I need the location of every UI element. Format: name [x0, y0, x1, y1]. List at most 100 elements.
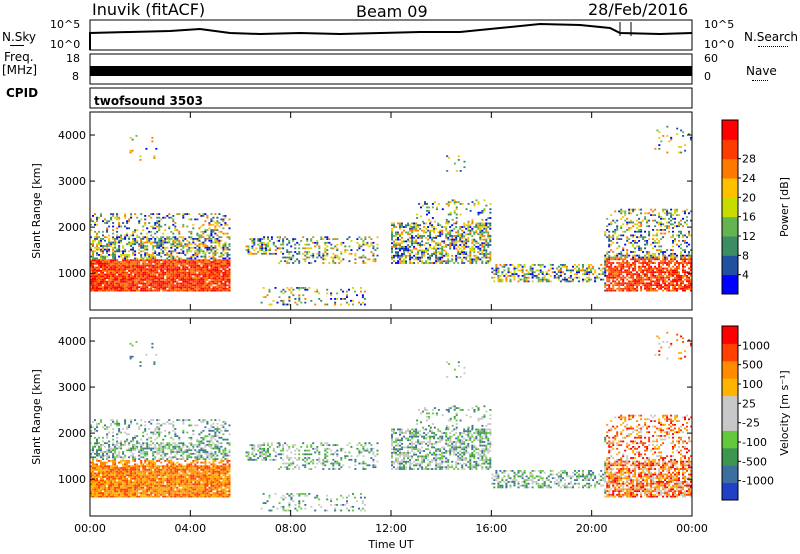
echo-cell [126, 479, 129, 482]
echo-cell [112, 232, 115, 235]
echo-cell [634, 234, 637, 237]
echo-cell [124, 483, 127, 485]
echo-cell [94, 493, 96, 496]
echo-cell [348, 260, 351, 263]
echo-cell [686, 236, 688, 239]
echo-cell [632, 208, 635, 211]
echo-cell [94, 467, 96, 469]
echo-cell [98, 284, 100, 287]
echo-cell [154, 238, 157, 240]
echo-cell [680, 254, 682, 257]
echo-cell [441, 208, 444, 211]
echo-cell [610, 214, 613, 216]
echo-cell [435, 253, 438, 255]
echo-cell [180, 286, 183, 288]
echo-cell [658, 223, 661, 226]
echo-cell [606, 269, 609, 272]
echo-cell [174, 229, 177, 231]
echo-cell [128, 241, 131, 244]
echo-cell [676, 260, 678, 263]
echo-cell [391, 262, 393, 264]
echo-cell [658, 245, 661, 248]
echo-cell [308, 247, 311, 250]
echo-cell [166, 254, 169, 256]
echo-cell [594, 269, 597, 272]
echo-cell [216, 273, 219, 276]
echo-cell [682, 234, 684, 237]
echo-cell [136, 486, 139, 489]
echo-cell [138, 236, 141, 239]
echo-cell [497, 275, 500, 277]
echo-cell [132, 287, 135, 290]
echo-cell [658, 254, 661, 257]
echo-cell [423, 229, 426, 232]
echo-cell [98, 236, 100, 239]
echo-cell [94, 485, 96, 487]
echo-cell [158, 229, 161, 231]
echo-cell [569, 269, 572, 272]
echo-cell [531, 280, 534, 283]
echo-cell [172, 218, 175, 221]
echo-cell [686, 241, 688, 244]
echo-cell [324, 241, 327, 244]
echo-cell [616, 287, 619, 290]
echo-cell [102, 287, 104, 290]
echo-cell [190, 284, 193, 287]
echo-cell [218, 243, 221, 246]
echo-cell [572, 278, 574, 281]
echo-cell [124, 257, 127, 260]
echo-cell [162, 266, 165, 269]
echo-cell [218, 222, 221, 224]
echo-cell [154, 476, 157, 478]
echo-cell [134, 262, 137, 265]
echo-cell [138, 262, 141, 265]
echo-cell [98, 239, 100, 242]
echo-cell [122, 273, 125, 276]
echo-cell [148, 467, 151, 469]
echo-cell [96, 477, 98, 480]
echo-cell [362, 254, 365, 257]
echo-cell [212, 255, 215, 258]
echo-cell [648, 289, 651, 292]
echo-cell [427, 249, 430, 252]
echo-cell [142, 257, 145, 260]
echo-cell [634, 264, 637, 266]
echo-cell [624, 254, 627, 257]
echo-cell [467, 222, 470, 225]
echo-cell [152, 254, 155, 256]
echo-cell [152, 248, 155, 251]
echo-cell [622, 230, 625, 233]
echo-cell [192, 273, 195, 276]
echo-cell [453, 244, 456, 246]
echo-cell [421, 235, 424, 237]
echo-cell [646, 240, 649, 242]
echo-cell [144, 264, 147, 267]
echo-cell [146, 241, 149, 244]
echo-cell [194, 264, 197, 267]
echo-cell [92, 239, 94, 242]
echo-cell [646, 271, 649, 274]
echo-cell [674, 210, 676, 213]
echo-cell [202, 280, 205, 283]
echo-cell [658, 286, 661, 288]
echo-cell [674, 208, 676, 211]
echo-cell [204, 257, 207, 260]
echo-cell [130, 284, 133, 287]
echo-cell [224, 245, 227, 247]
echo-cell [644, 236, 647, 239]
echo-cell [485, 238, 488, 241]
echo-cell [656, 238, 659, 240]
echo-cell [170, 254, 173, 256]
echo-cell [170, 216, 173, 219]
echo-cell [523, 275, 526, 277]
echo-cell [405, 226, 407, 228]
echo-cell [310, 238, 313, 240]
echo-cell [638, 260, 641, 263]
echo-cell [226, 280, 229, 283]
echo-cell [170, 243, 173, 246]
echo-cell [636, 286, 639, 288]
echo-cell [268, 240, 271, 242]
echo-cell [168, 270, 171, 272]
echo-cell [214, 239, 217, 242]
echo-cell [666, 267, 669, 270]
